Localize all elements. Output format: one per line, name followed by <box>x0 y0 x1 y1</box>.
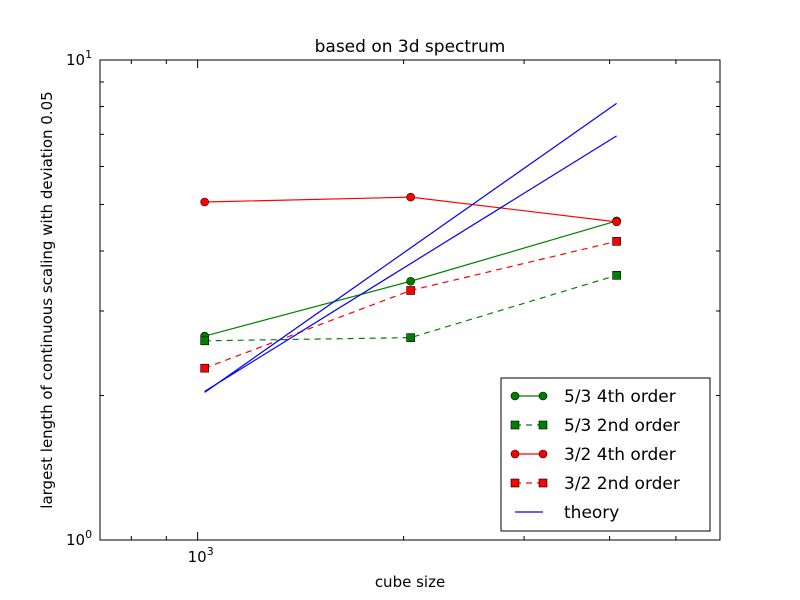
ticks-layer: 103 100 101 <box>66 48 720 566</box>
legend-marker <box>510 449 520 459</box>
series-2 <box>200 192 621 227</box>
data-point <box>406 286 415 295</box>
series-line <box>204 274 617 342</box>
data-point <box>612 271 621 280</box>
legend-marker <box>510 478 520 488</box>
legend-entry: 5/3 2nd order <box>510 416 680 436</box>
data-point <box>200 197 209 207</box>
chart-title: based on 3d spectrum <box>315 37 506 57</box>
series-3 <box>200 237 621 373</box>
data-point <box>612 237 621 246</box>
series-5 <box>204 135 617 392</box>
data-point <box>406 192 415 202</box>
legend-label: 5/3 4th order <box>564 387 676 407</box>
legend-label: 5/3 2nd order <box>564 416 680 436</box>
series-line <box>204 102 617 393</box>
legend-marker <box>538 449 548 459</box>
x-axis-label: cube size <box>375 573 445 591</box>
series-1 <box>200 271 621 346</box>
series-4 <box>204 102 617 393</box>
legend-entry: theory <box>515 503 619 523</box>
legend: 5/3 4th order 5/3 2nd order 3/2 4th order 3… <box>500 377 711 532</box>
y-axis-label: largest length of continuous scaling wit… <box>38 91 56 508</box>
data-point <box>612 217 621 227</box>
data-point <box>200 336 209 346</box>
legend-marker <box>510 420 520 430</box>
legend-marker <box>510 391 520 401</box>
legend-entry: 3/2 4th order <box>510 445 676 465</box>
legend-marker <box>538 420 548 430</box>
legend-entry: 5/3 4th order <box>510 387 676 407</box>
plot-frame <box>99 59 721 541</box>
data-point <box>406 276 415 286</box>
y-tick-label: 100 <box>66 528 92 549</box>
legend-entry: 3/2 2nd order <box>510 474 680 494</box>
legend-marker <box>538 391 548 401</box>
data-point <box>200 363 209 373</box>
legend-label: 3/2 2nd order <box>564 474 680 494</box>
x-tick-label: 103 <box>188 545 214 566</box>
series-layer <box>200 102 621 393</box>
legend-label: theory <box>564 503 619 523</box>
legend-label: 3/2 4th order <box>564 445 676 465</box>
data-point <box>406 333 415 342</box>
y-tick-label: 101 <box>66 48 92 69</box>
series-line <box>204 135 617 392</box>
legend-marker <box>538 478 548 488</box>
